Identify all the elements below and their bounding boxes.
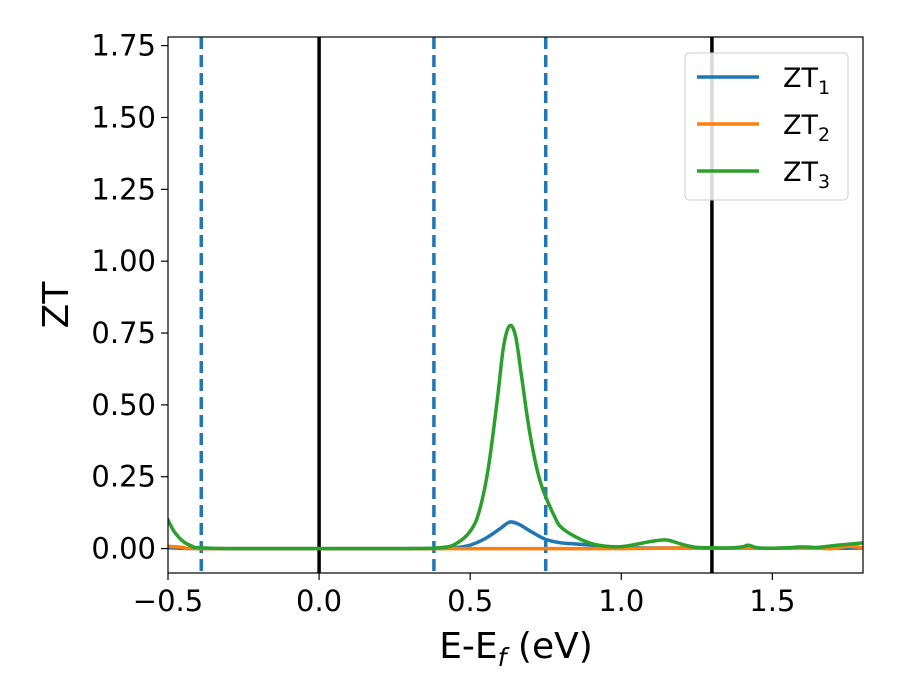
y-tick-label: 0.25 [91,460,156,494]
y-tick-label: 0.75 [91,316,156,350]
x-axis-title-main: E-E [439,626,497,667]
legend-label-zt2: ZT2 [783,110,830,146]
legend-label-zt3: ZT3 [783,157,830,193]
y-tick-label: 1.25 [91,172,156,206]
y-tick-label: 1.50 [91,100,156,134]
x-axis-title-unit: (eV) [506,626,592,667]
x-tick-label: −0.5 [133,584,203,618]
legend: ZT1 ZT2 ZT3 [684,52,849,201]
x-tick-label: 0.5 [447,584,493,618]
x-tick-label: 1.0 [598,584,644,618]
x-axis-ticks: −0.5 0.0 0.5 1.0 1.5 [133,573,795,618]
series-line-zt1 [168,520,863,551]
plot-frame [167,36,864,574]
y-tick-label: 0.50 [91,388,156,422]
legend-label-zt1: ZT1 [783,63,830,99]
series-line-zt3 [168,323,863,551]
y-tick-label: 1.75 [91,29,156,63]
y-axis-ticks: 0.00 0.25 0.50 0.75 1.00 1.25 1.50 1.75 [91,29,168,566]
x-axis-title: E-Ef (eV) [439,626,593,672]
vertical-lines [199,37,714,573]
y-tick-label: 0.00 [91,532,156,566]
y-axis-title: ZT [36,281,77,329]
series-lines [168,323,863,551]
legend-box [684,52,849,201]
y-tick-label: 1.00 [91,244,156,278]
axes-frame [167,36,864,574]
x-tick-label: 0.0 [296,584,342,618]
x-tick-label: 1.5 [749,584,795,618]
